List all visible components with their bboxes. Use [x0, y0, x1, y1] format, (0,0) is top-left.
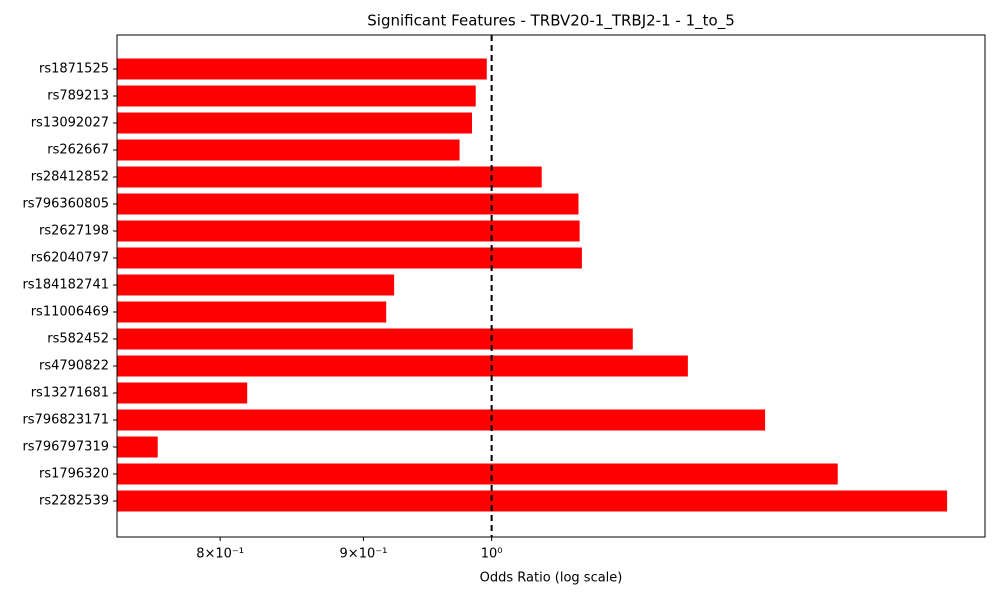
y-tick-label: rs28412852	[31, 170, 109, 185]
bar	[117, 328, 633, 350]
bar	[117, 463, 838, 485]
bar	[117, 193, 579, 215]
y-tick-label: rs582452	[47, 332, 109, 347]
x-tick-label: 10⁰	[481, 547, 503, 562]
chart-title: Significant Features - TRBV20-1_TRBJ2-1 …	[367, 12, 735, 31]
bar	[117, 382, 248, 404]
plot-frame	[116, 34, 986, 538]
bar	[117, 85, 476, 107]
bar	[117, 436, 158, 458]
y-tick-label: rs796797319	[22, 440, 109, 455]
bar	[117, 274, 395, 296]
y-tick-label: rs184182741	[22, 278, 109, 293]
bar	[117, 301, 387, 323]
y-tick-label: rs796360805	[22, 197, 109, 212]
y-tick-label: rs62040797	[31, 251, 109, 266]
y-tick-label: rs262667	[47, 143, 109, 158]
bar	[117, 166, 542, 188]
y-tick-label: rs13271681	[31, 386, 109, 401]
y-tick-label: rs4790822	[39, 359, 109, 374]
y-tick-label: rs13092027	[31, 116, 109, 131]
bar	[117, 220, 580, 242]
y-tick-label: rs789213	[47, 89, 109, 104]
y-tick-label: rs2282539	[39, 494, 109, 509]
y-tick-label: rs1871525	[39, 62, 109, 77]
y-tick-label: rs1796320	[39, 467, 109, 482]
bar	[117, 139, 460, 161]
y-tick-label: rs2627198	[39, 224, 109, 239]
bar	[117, 409, 766, 431]
bar	[117, 58, 487, 80]
y-tick-label: rs11006469	[31, 305, 109, 320]
bar	[117, 355, 688, 377]
bar	[117, 247, 582, 269]
x-tick-label: 9×10⁻¹	[340, 547, 388, 562]
bar	[117, 490, 948, 512]
bar	[117, 112, 473, 134]
y-tick-label: rs796823171	[22, 413, 109, 428]
x-axis-label: Odds Ratio (log scale)	[480, 571, 623, 586]
x-tick-label: 8×10⁻¹	[196, 547, 244, 562]
